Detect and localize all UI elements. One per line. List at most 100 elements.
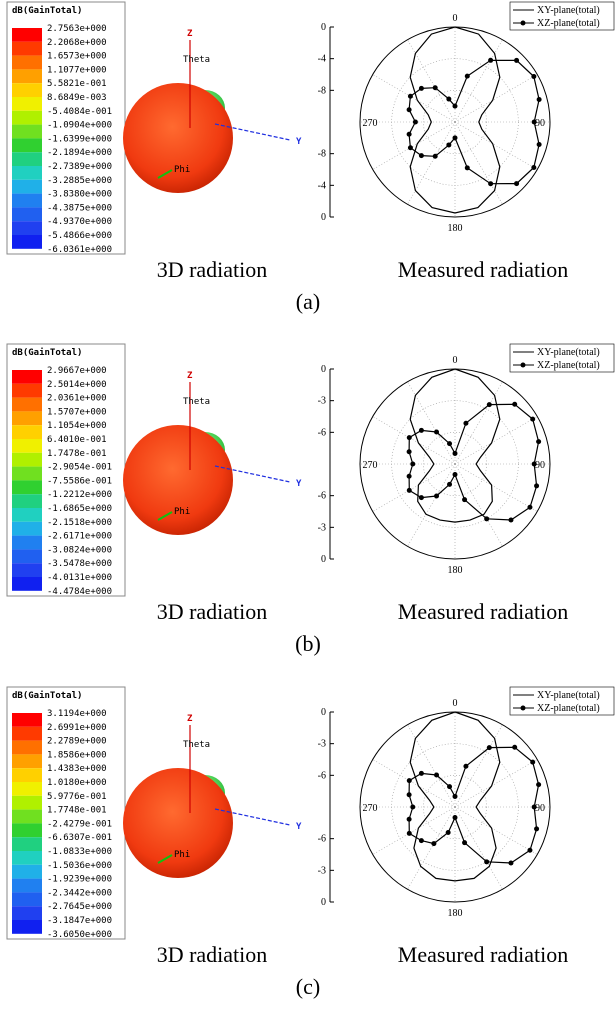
series-marker bbox=[536, 96, 542, 102]
phi-label: Phi bbox=[174, 165, 190, 175]
series-marker bbox=[432, 153, 438, 159]
series-marker bbox=[431, 841, 437, 847]
spoke bbox=[454, 121, 503, 205]
legend-frame bbox=[509, 686, 615, 716]
spoke bbox=[372, 463, 456, 512]
caption: Measured radiation bbox=[398, 599, 568, 624]
r-tick-label: -3 bbox=[318, 739, 326, 750]
theta-label: Theta bbox=[183, 740, 210, 750]
series-marker bbox=[488, 181, 494, 187]
caption: 3D radiation bbox=[157, 599, 268, 624]
r-tick-label: -4 bbox=[318, 54, 326, 65]
spoke bbox=[454, 806, 503, 890]
colorbar-label: 5.5821e-001 bbox=[47, 79, 107, 89]
colorbar-label: 2.2789e+000 bbox=[47, 737, 107, 747]
colorbar-cell bbox=[12, 166, 42, 180]
r-tick-label: -6 bbox=[318, 770, 326, 781]
series-marker bbox=[536, 142, 542, 148]
colorbar-label: -3.6050e+000 bbox=[47, 930, 112, 940]
r-tick-label: 0 bbox=[321, 22, 326, 33]
colorbar-cell bbox=[12, 754, 42, 769]
series-marker bbox=[530, 416, 536, 422]
colorbar-cell bbox=[12, 28, 42, 42]
colorbar-cell bbox=[12, 383, 42, 398]
legend-label: XZ-plane(total) bbox=[537, 360, 600, 371]
colorbar-label: 2.9667e+000 bbox=[47, 366, 107, 376]
series-marker bbox=[407, 93, 413, 99]
colorbar-label: -2.3442e+000 bbox=[47, 888, 112, 898]
grid-ring bbox=[423, 90, 487, 154]
legend-frame bbox=[509, 1, 615, 31]
colorbar-label: -4.3875e+000 bbox=[47, 203, 112, 213]
series-marker bbox=[452, 472, 458, 478]
colorbar-cell bbox=[12, 713, 42, 727]
angle-tick-label: 0 bbox=[453, 698, 458, 709]
grid-ring bbox=[423, 775, 487, 839]
series-marker bbox=[406, 830, 412, 836]
colorbar-cell bbox=[12, 851, 42, 865]
series-marker bbox=[406, 816, 412, 822]
colorbar-label: -5.4866e+000 bbox=[47, 231, 112, 241]
series-marker bbox=[445, 829, 451, 835]
colorbar-label: 6.4010e-001 bbox=[47, 435, 107, 445]
colorbar-label: -1.6865e+000 bbox=[47, 504, 112, 514]
sphere bbox=[123, 425, 233, 535]
series-marker bbox=[452, 450, 458, 456]
colorbar-cell bbox=[12, 397, 42, 412]
angle-tick-label: 0 bbox=[453, 355, 458, 366]
series-marker bbox=[418, 838, 424, 844]
colorbar-label: -7.5586e-001 bbox=[47, 476, 112, 486]
r-tick-label: 0 bbox=[321, 554, 326, 565]
r-tick-label: -6 bbox=[318, 427, 326, 438]
series-marker bbox=[407, 145, 413, 151]
r-tick-label: 0 bbox=[321, 707, 326, 718]
colorbar-label: 2.6991e+000 bbox=[47, 723, 107, 733]
series-marker bbox=[406, 778, 412, 784]
colorbar-cell bbox=[12, 878, 42, 893]
spoke bbox=[407, 463, 456, 547]
series-marker bbox=[531, 165, 537, 171]
r-tick-label: -3 bbox=[318, 865, 326, 876]
colorbar-cell bbox=[12, 235, 42, 249]
series-marker bbox=[446, 96, 452, 102]
series-marker bbox=[434, 429, 440, 435]
series-marker bbox=[418, 495, 424, 501]
legend-label: XY-plane(total) bbox=[537, 347, 600, 358]
series-marker bbox=[463, 763, 469, 769]
colorbar-label: 1.4383e+000 bbox=[47, 764, 107, 774]
colorbar-label: -3.2885e+000 bbox=[47, 176, 112, 186]
series-marker bbox=[531, 73, 537, 79]
colorbar-label: -1.9239e+000 bbox=[47, 875, 112, 885]
spoke bbox=[372, 806, 456, 855]
colorbar-cell bbox=[12, 920, 42, 934]
series-line bbox=[408, 59, 540, 185]
legend-marker bbox=[520, 362, 526, 368]
colorbar-cell bbox=[12, 83, 42, 97]
series-marker bbox=[418, 427, 424, 433]
colorbar-label: -3.0824e+000 bbox=[47, 545, 112, 555]
colorbar-label: 2.7563e+000 bbox=[47, 24, 107, 34]
colorbar-label: -3.8380e+000 bbox=[47, 190, 112, 200]
colorbar-cell bbox=[12, 809, 42, 824]
colorbar-label: 1.1077e+000 bbox=[47, 65, 107, 75]
colorbar-cell bbox=[12, 823, 42, 838]
series-marker bbox=[406, 449, 412, 455]
r-tick-label: 0 bbox=[321, 897, 326, 908]
colorbar-label: 1.7748e-001 bbox=[47, 806, 107, 816]
colorbar-label: -2.7389e+000 bbox=[47, 162, 112, 172]
colorbar-label: 2.5014e+000 bbox=[47, 380, 107, 390]
series-line bbox=[408, 403, 540, 521]
y-label: Y bbox=[296, 479, 302, 489]
grid-ring bbox=[423, 432, 487, 496]
colorbar-cell bbox=[12, 124, 42, 139]
spoke bbox=[454, 724, 503, 808]
series-marker bbox=[536, 782, 542, 788]
series-marker bbox=[536, 439, 542, 445]
series-marker bbox=[432, 85, 438, 91]
colorbar-cell bbox=[12, 138, 42, 153]
grid-ring bbox=[391, 743, 519, 871]
series-marker bbox=[406, 487, 412, 493]
r-tick-label: -8 bbox=[318, 85, 326, 96]
spoke bbox=[454, 121, 538, 170]
